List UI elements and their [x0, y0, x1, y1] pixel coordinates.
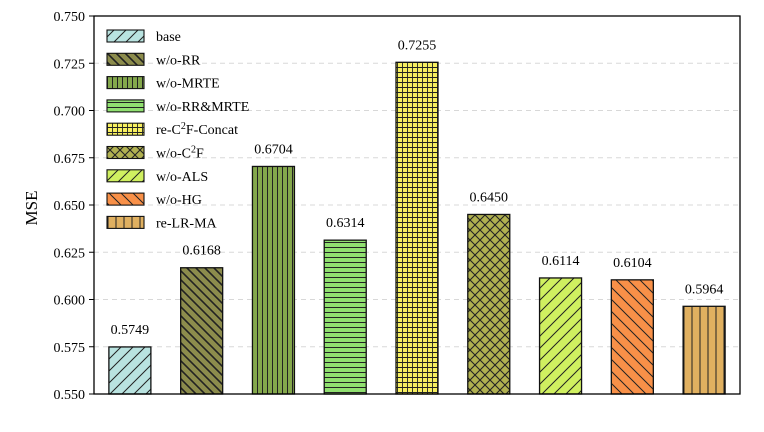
bar-value-label: 0.7255 — [398, 38, 437, 53]
legend-swatch — [106, 99, 145, 113]
y-tick-label: 0.750 — [54, 10, 86, 25]
legend-swatch — [106, 169, 145, 183]
legend-label: base — [156, 30, 181, 45]
y-axis-label: MSE — [22, 191, 41, 226]
bar-value-label: 0.6314 — [326, 216, 365, 231]
legend-label: w/o-RR — [156, 53, 201, 68]
bar-4 — [323, 239, 367, 395]
legend: base w/o-RR w/o-MRTE w/o-RR&MRTE re-C2F-Conc… — [106, 29, 249, 231]
legend-swatch — [106, 192, 145, 206]
y-tick-label: 0.625 — [54, 246, 86, 261]
legend-label: re-LR-MA — [156, 216, 218, 231]
plot-frame — [93, 15, 741, 395]
bar-value-label: 0.6450 — [470, 190, 509, 205]
y-tick-label: 0.600 — [54, 294, 86, 309]
bar-3 — [251, 165, 296, 395]
value-labels: 0.5749 0.6168 0.6704 0.6314 0.7255 0.6450 0.61… — [111, 38, 724, 338]
legend-label: re-C2F-Concat — [156, 121, 238, 138]
legend-swatch — [106, 29, 145, 43]
axes: 0.550 0.575 0.600 0.625 0.650 0.675 0.700 0.725… — [54, 10, 741, 403]
legend-label: w/o-C2F — [156, 145, 204, 162]
bar-value-label: 0.6704 — [254, 142, 293, 157]
bar-5 — [395, 61, 439, 395]
bar-value-label: 0.6104 — [613, 256, 652, 271]
bar-1 — [108, 346, 152, 395]
legend-label: w/o-MRTE — [156, 77, 220, 92]
y-tick-label: 0.725 — [54, 57, 86, 72]
bar-8 — [610, 279, 654, 395]
y-tick-label: 0.650 — [54, 199, 86, 214]
y-tick-label: 0.550 — [54, 388, 86, 403]
y-tick-label: 0.700 — [54, 105, 86, 120]
legend-swatch — [106, 145, 145, 160]
bar-7 — [538, 277, 583, 395]
legend-label: w/o-ALS — [156, 170, 208, 185]
legend-label: w/o-HG — [156, 193, 202, 208]
y-tick-label: 0.675 — [54, 152, 86, 167]
bar-value-label: 0.6168 — [182, 244, 221, 259]
legend-swatch — [106, 52, 145, 66]
bar-9 — [682, 305, 726, 395]
legend-swatch — [106, 215, 145, 229]
bars — [108, 61, 726, 395]
bar-2 — [180, 267, 224, 395]
legend-swatch — [106, 76, 145, 90]
legend-swatch — [106, 122, 145, 136]
bar-value-label: 0.5964 — [685, 282, 724, 297]
bar-value-label: 0.6114 — [542, 254, 580, 269]
bar-6 — [467, 213, 511, 395]
bar-value-label: 0.5749 — [111, 323, 150, 338]
y-tick-label: 0.575 — [54, 341, 86, 356]
legend-label: w/o-RR&MRTE — [156, 100, 249, 115]
